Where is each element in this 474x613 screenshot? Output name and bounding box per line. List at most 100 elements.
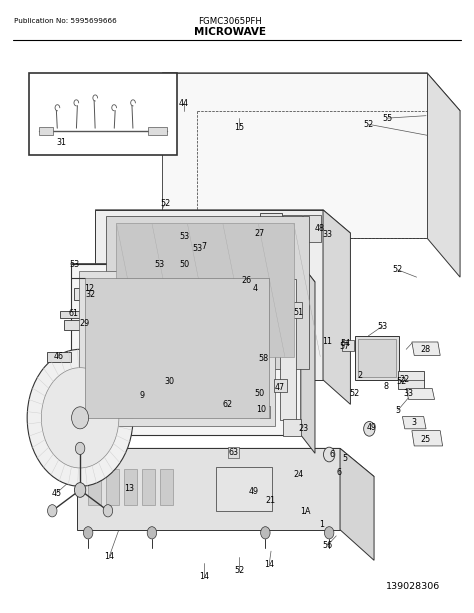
Polygon shape (412, 342, 440, 356)
Bar (85, 272, 109, 283)
Text: 52: 52 (349, 389, 359, 398)
Text: 23: 23 (298, 424, 308, 433)
Circle shape (191, 242, 198, 251)
Text: 26: 26 (241, 276, 252, 284)
Polygon shape (77, 448, 374, 476)
Text: 24: 24 (293, 470, 303, 479)
Text: 139028306: 139028306 (386, 582, 440, 591)
Text: 51: 51 (293, 308, 303, 317)
Text: 3: 3 (412, 418, 417, 427)
Bar (160, 468, 173, 505)
Polygon shape (71, 264, 315, 282)
Text: 45: 45 (51, 489, 62, 498)
Polygon shape (95, 210, 323, 380)
Text: 63: 63 (228, 447, 238, 457)
Text: 5: 5 (342, 454, 347, 463)
Text: 33: 33 (403, 389, 413, 398)
Text: 21: 21 (265, 496, 275, 505)
Circle shape (72, 407, 89, 429)
Text: 53: 53 (179, 232, 189, 241)
Bar (247, 274, 263, 291)
Text: 13: 13 (124, 484, 134, 493)
Bar (124, 468, 137, 505)
Text: 53: 53 (377, 322, 388, 330)
Text: 8: 8 (384, 381, 389, 390)
Text: 1A: 1A (300, 507, 311, 516)
Circle shape (74, 482, 86, 497)
Text: 50: 50 (179, 261, 189, 269)
Bar (29, 73, 176, 155)
Text: 31: 31 (56, 138, 66, 147)
Circle shape (164, 381, 173, 394)
Circle shape (261, 527, 270, 539)
Text: 52: 52 (392, 265, 403, 274)
Text: 7: 7 (201, 242, 207, 251)
Polygon shape (427, 73, 460, 277)
Text: 14: 14 (104, 552, 114, 560)
Text: 9: 9 (140, 390, 145, 400)
Text: 11: 11 (322, 338, 332, 346)
Text: 28: 28 (420, 345, 430, 354)
Text: 49: 49 (248, 487, 259, 496)
Bar (222, 400, 232, 409)
Text: 47: 47 (274, 383, 284, 392)
Bar (74, 288, 93, 300)
Text: Publication No: 5995699666: Publication No: 5995699666 (14, 18, 117, 25)
Text: 61: 61 (69, 310, 79, 318)
Text: 6: 6 (329, 450, 334, 459)
Polygon shape (47, 352, 71, 362)
Bar (142, 468, 155, 505)
Polygon shape (71, 264, 301, 435)
Circle shape (75, 442, 85, 454)
Text: 53: 53 (192, 244, 202, 253)
Polygon shape (162, 73, 427, 238)
Text: 27: 27 (255, 229, 265, 238)
Polygon shape (117, 223, 294, 357)
Bar (106, 468, 119, 505)
Text: 48: 48 (315, 224, 325, 233)
Bar (357, 339, 396, 377)
Bar (38, 127, 53, 135)
Circle shape (364, 422, 375, 436)
Circle shape (323, 447, 335, 462)
Text: 12: 12 (84, 284, 95, 292)
Polygon shape (412, 431, 443, 446)
Bar (148, 127, 167, 135)
Text: 49: 49 (367, 423, 377, 432)
Bar (293, 302, 302, 318)
Text: 58: 58 (258, 354, 268, 363)
Polygon shape (79, 271, 275, 426)
Text: MICROWAVE: MICROWAVE (194, 28, 266, 37)
Bar (256, 351, 268, 363)
Text: FGMC3065PFH: FGMC3065PFH (198, 17, 262, 26)
Circle shape (180, 260, 188, 270)
Text: 15: 15 (234, 123, 245, 132)
Bar (228, 447, 239, 458)
Polygon shape (323, 210, 350, 405)
Text: 44: 44 (179, 99, 189, 108)
Polygon shape (77, 448, 340, 530)
Text: 57: 57 (340, 342, 350, 351)
Polygon shape (280, 279, 296, 420)
Text: 56: 56 (323, 541, 333, 549)
Text: 2: 2 (357, 370, 363, 379)
Bar (342, 340, 354, 351)
Text: 14: 14 (199, 573, 209, 581)
Circle shape (47, 504, 57, 517)
Text: 29: 29 (80, 319, 90, 328)
Circle shape (324, 527, 334, 539)
Polygon shape (106, 216, 309, 369)
Bar (260, 406, 270, 418)
Text: 4: 4 (253, 284, 257, 292)
Polygon shape (85, 278, 269, 418)
Text: 52: 52 (396, 376, 407, 386)
Bar (274, 379, 287, 392)
Text: 52: 52 (363, 120, 374, 129)
Circle shape (41, 368, 119, 468)
Bar (88, 468, 101, 505)
Text: 50: 50 (255, 389, 265, 398)
Text: 54: 54 (341, 339, 351, 348)
Polygon shape (301, 264, 315, 453)
Text: 10: 10 (256, 405, 266, 414)
Text: 53: 53 (154, 261, 164, 269)
